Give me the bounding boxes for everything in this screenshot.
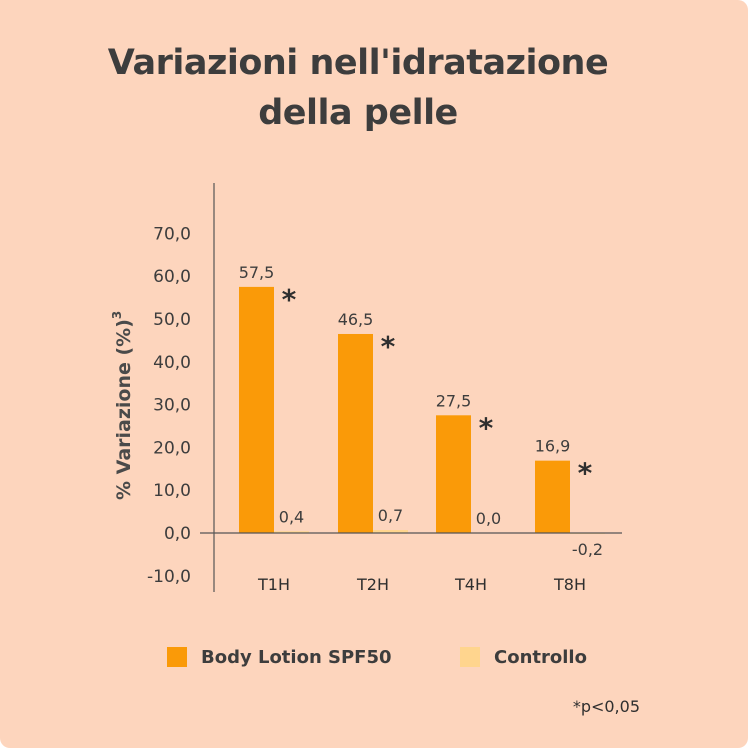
bars	[239, 286, 605, 534]
data-label: 16,9	[535, 437, 571, 456]
significance-marker: *	[381, 330, 396, 363]
y-axis: -10,0 0,0 10,0 20,0 30,0 40,0 50,0 60,0 70,0	[147, 183, 215, 592]
legend-swatch-body-lotion	[167, 647, 187, 667]
data-label: 0,7	[378, 506, 403, 525]
x-axis: T1H T2H T4H T8H	[200, 532, 622, 594]
chart-title: Variazioni nell'idratazione della pelle	[0, 38, 716, 138]
legend-item-controllo: Controllo	[460, 644, 587, 670]
bar-chart: -10,00,010,020,030,040,050,060,070,0 57,…	[110, 183, 622, 594]
bar-body-lotion-t8h	[535, 460, 570, 533]
data-label: 0,0	[476, 509, 501, 528]
x-tick-label: T4H	[454, 575, 487, 594]
legend-label-body-lotion: Body Lotion SPF50	[201, 646, 392, 668]
x-tick-label: T8H	[553, 575, 586, 594]
chart-title-line-2: della pelle	[258, 93, 458, 133]
data-label: -0,2	[572, 540, 603, 559]
y-tick-label: 10,0	[153, 481, 191, 501]
legend-swatch-controllo	[460, 647, 480, 667]
significance-footnote: *p<0,05	[572, 697, 640, 716]
y-axis-label: % Variazione (%)3	[110, 311, 135, 500]
y-tick-label: 0,0	[164, 524, 191, 544]
significance-marker: *	[282, 283, 297, 316]
y-axis-label-superscript: 3	[110, 311, 124, 319]
y-tick-label: 20,0	[153, 438, 191, 458]
data-label: 46,5	[338, 310, 374, 329]
significance-marker: *	[578, 457, 593, 490]
y-axis-label-text: % Variazione (%)	[113, 319, 135, 500]
y-tick-label: 40,0	[153, 353, 191, 373]
data-label: 27,5	[436, 391, 472, 410]
bar-body-lotion-t1h	[239, 286, 274, 533]
data-labels: 57,5 * 46,5 * 27,5 * 16,9 * 0,4 0,7 0,0 -0,2	[239, 263, 603, 559]
y-tick-label: 30,0	[153, 396, 191, 416]
legend: Body Lotion SPF50 Controllo	[0, 644, 750, 670]
y-tick-label: 70,0	[153, 224, 191, 244]
bar-body-lotion-t2h	[338, 333, 373, 533]
significance-marker: *	[479, 411, 494, 444]
data-label: 57,5	[239, 263, 275, 282]
data-label: 0,4	[279, 507, 304, 526]
bar-controllo-t1h	[274, 531, 309, 533]
legend-label-controllo: Controllo	[494, 646, 587, 668]
bar-body-lotion-t4h	[436, 415, 471, 533]
y-tick-label: 50,0	[153, 310, 191, 330]
legend-item-body-lotion: Body Lotion SPF50	[167, 644, 392, 670]
y-tick-label: 60,0	[153, 267, 191, 287]
x-tick-label: T1H	[257, 575, 290, 594]
x-tick-label: T2H	[356, 575, 389, 594]
y-tick-label: -10,0	[147, 567, 191, 587]
chart-title-line-1: Variazioni nell'idratazione	[107, 43, 609, 83]
bar-controllo-t2h	[373, 530, 408, 533]
